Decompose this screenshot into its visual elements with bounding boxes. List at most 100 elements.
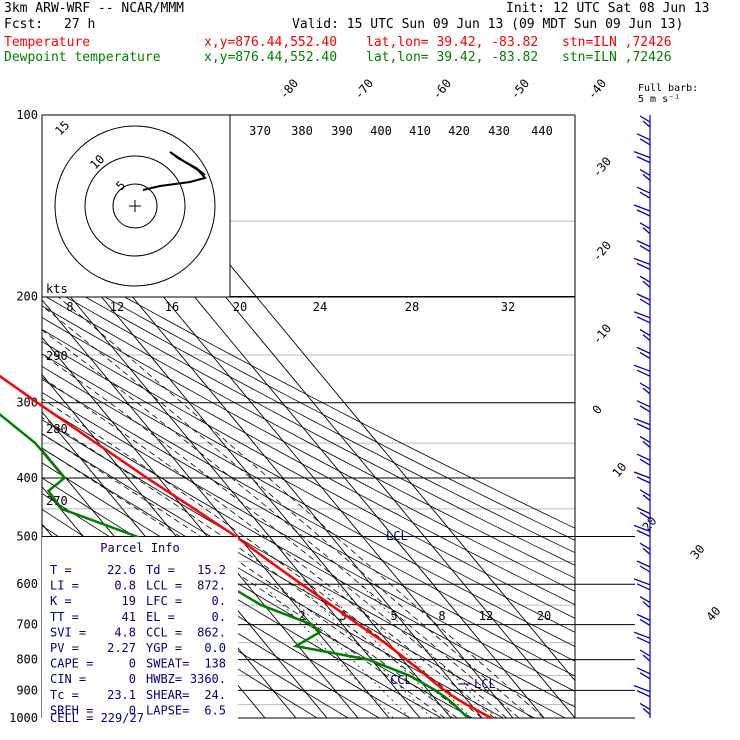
wind-barb [642,334,651,342]
forecast-label: Fcst: [4,17,44,32]
theta-e-label-430: 430 [488,124,510,138]
valid-time: Valid: 15 UTC Sun 09 Jun 13 (09 MDT Sun … [292,17,684,32]
wind-barb [636,476,651,484]
dry-adiabat-410 [42,305,575,592]
dewpoint-legend: Dewpoint temperature [4,50,161,65]
wind-barb [636,507,651,515]
wind-barb [636,529,651,537]
parcel-info-key: HWBZ= [146,672,182,686]
isotherm-label-m60: -60 [430,76,455,102]
wind-barb [639,222,651,230]
wind-barb [639,351,651,359]
parcel-info-key: CIN = [50,672,86,686]
mixing-ratio-3 [277,583,411,718]
speed-tick-8: 8 [66,300,73,314]
theta-label-280: 280 [46,422,68,436]
pressure-label-800: 800 [16,653,38,667]
isotherm-label-40: 40 [704,604,724,624]
wind-barb [642,707,651,715]
dry-adiabat-420 [42,294,575,579]
wind-barb [639,672,651,680]
theta-e-label-420: 420 [448,124,470,138]
wind-barb [636,156,651,164]
dewpoint-station: stn=ILN ,72426 [562,50,672,65]
parcel-info-title: Parcel Info [100,541,179,555]
wind-barb [639,138,651,146]
wind-barb [633,417,651,426]
wind-barb [639,489,651,497]
mixing-ratio-label-3: 3 [339,609,346,623]
pressure-label-700: 700 [16,618,38,632]
wind-barb [642,173,651,181]
wind-barb [639,405,651,413]
parcel-info-value: 23.1 [107,688,136,702]
wind-barb [639,512,651,520]
wind-barb [636,262,651,270]
speed-tick-32: 32 [501,300,515,314]
wind-barb [636,209,651,217]
isotherm-label-m70: -70 [352,76,377,102]
wind-barb [636,186,651,194]
isotherm--20 [42,336,359,718]
speed-tick-24: 24 [313,300,327,314]
temperature-latlon: lat,lon= 39.42, -83.82 [366,35,539,50]
dry-adiabat-360 [42,365,575,662]
dewpoint-latlon: lat,lon= 39.42, -83.82 [366,50,539,65]
parcel-info-key: Td = [146,563,175,577]
wind-barb [636,423,651,431]
parcel-info-value: 41 [122,610,136,624]
moist-adiabat-32 [42,329,520,718]
wind-barb [642,654,651,662]
parcel-info-value: 6.5 [204,703,226,717]
parcel-info-value: 138 [204,657,226,671]
dry-adiabat-460 [42,250,575,529]
isotherm-label-m50: -50 [508,76,533,102]
wind-barb [639,298,651,306]
dewpoint-xy: x,y=876.44,552.40 [204,50,338,65]
wind-barb [633,311,651,319]
mixing-ratio-20 [359,583,497,718]
parcel-info-key: YGP = [146,641,182,655]
forecast-hour: 27 h [64,17,96,32]
dewpoint-line [0,412,469,719]
parcel-info-key: SHEAR= [146,688,189,702]
wind-barb [639,618,651,626]
mixing-ratio-label-2: 2 [298,609,305,623]
dry-adiabat-310 [42,433,536,718]
parcel-info-key: Tc = [50,688,79,702]
wind-barb [633,524,651,533]
mixing-ratio-2 [262,583,394,718]
moist-adiabat-20 [42,398,483,718]
isotherm-label-m40: -40 [585,76,610,102]
parcel-info-value: 862. [197,625,226,639]
parcel-info-cell: CELL = 229/27 [50,711,144,725]
parcel-info-value: 4.8 [114,625,136,639]
parcel-info-key: LCL = [146,579,182,593]
isotherm-label-10: 10 [610,460,630,480]
wind-barb [639,245,651,253]
parcel-info-value: 872. [197,579,226,593]
parcel-info-value: 0.0 [204,641,226,655]
wind-barb [636,636,651,644]
dry-adiabat-450 [42,260,575,541]
wind-barb [636,293,651,301]
parcel-info-key: CAPE = [50,657,93,671]
parcel-info-value: 3360. [190,672,226,686]
pressure-label-400: 400 [16,471,38,485]
parcel-info-key: SWEAT= [146,657,189,671]
wind-barb [636,690,651,698]
theta-e-label-400: 400 [370,124,392,138]
speed-tick-12: 12 [110,300,124,314]
theta-e-label-440: 440 [531,124,553,138]
temperature-legend: Temperature [4,35,91,50]
moist-adiabat-12 [42,433,458,718]
parcel-info-value: 24. [204,688,226,702]
wind-barb [639,382,651,390]
hodograph-speed-axis-label: kts [46,282,68,296]
temperature-station: stn=ILN ,72426 [562,35,672,50]
wind-barb [642,227,651,235]
parcel-info-value: 0 [129,672,136,686]
wind-barb [639,115,651,123]
mixing-ratio-label-8: 8 [438,609,445,623]
wind-barb [633,471,651,479]
